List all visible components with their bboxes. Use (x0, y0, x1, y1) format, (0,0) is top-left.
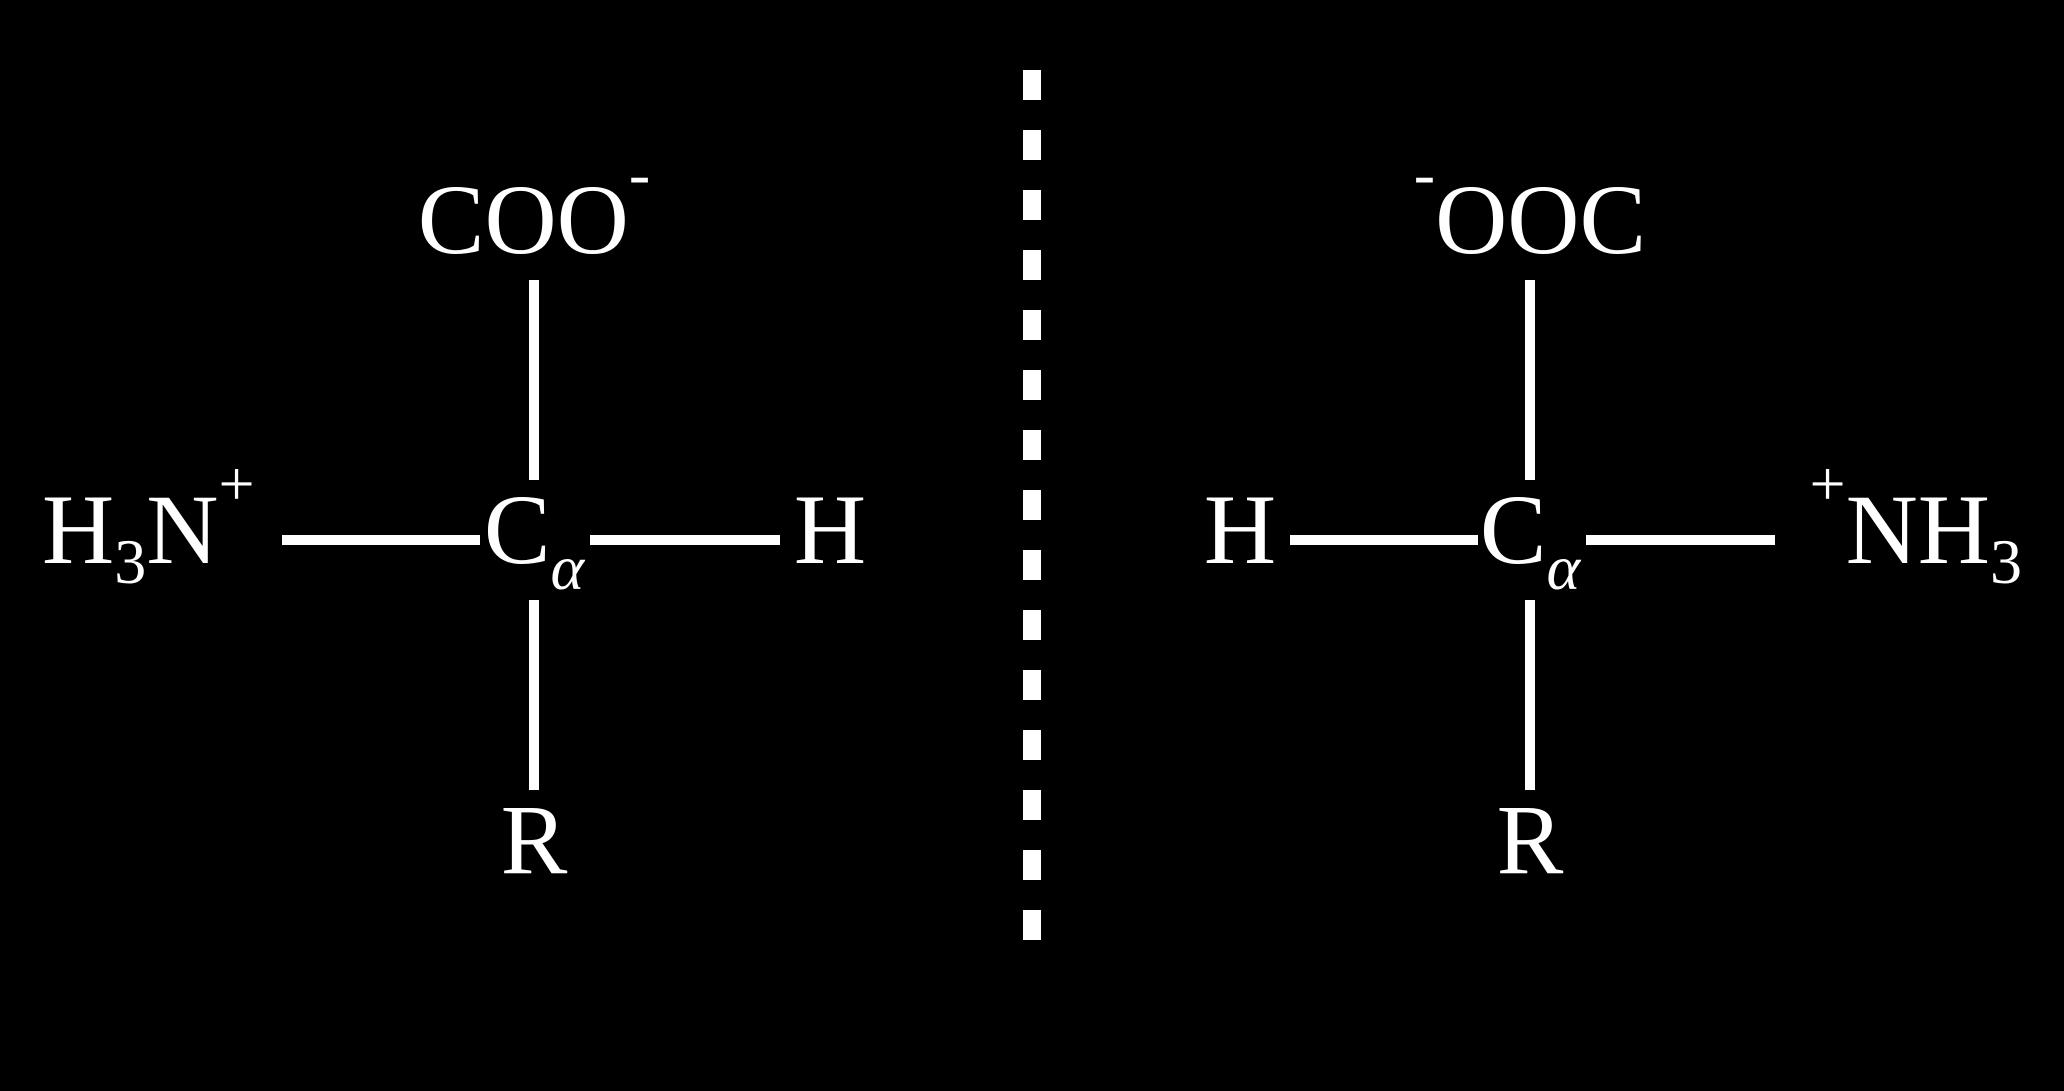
right-r-group: R (1497, 784, 1564, 895)
right-carboxyl: -OOC (1414, 138, 1646, 275)
left-alpha-carbon: Cα (484, 474, 586, 603)
left-amino-group: H3N+ (42, 448, 255, 597)
right-alpha-carbon: Cα (1480, 474, 1582, 603)
left-r-group: R (501, 784, 568, 895)
amino-acid-mirror-diagram: Cα COO- R H H3N+ Cα -OOC R H +NH3 (0, 0, 2064, 1091)
left-hydrogen: H (794, 474, 866, 585)
right-hydrogen: H (1204, 474, 1276, 585)
right-amino-group: +NH3 (1809, 448, 2022, 597)
left-carboxyl: COO- (418, 138, 650, 275)
